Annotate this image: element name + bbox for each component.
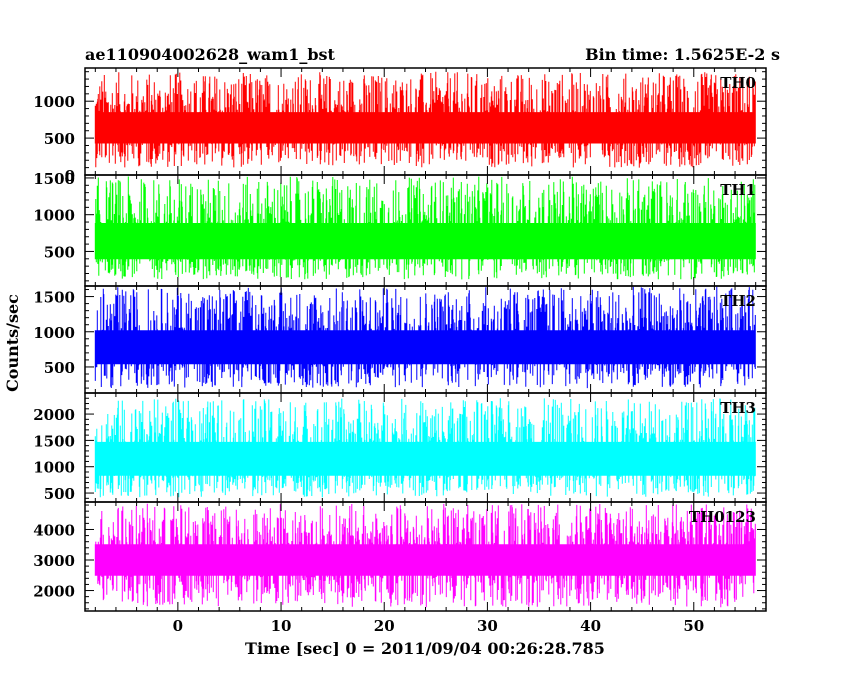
panel-label-th3: TH3 — [720, 399, 756, 417]
y-tick-label: 1500 — [33, 170, 75, 188]
x-tick-label: 20 — [374, 617, 395, 635]
x-axis-label: Time [sec] 0 = 2011/09/04 00:26:28.785 — [245, 639, 605, 658]
y-axis-label: Counts/sec — [3, 294, 22, 392]
panel-th3: 500 1000 1500 2000 TH3 — [33, 392, 767, 503]
series-line-th0123 — [94, 503, 756, 608]
y-tick-label: 500 — [44, 485, 75, 503]
panel-label-th0: TH0 — [720, 74, 756, 92]
panel-label-th2: TH2 — [720, 292, 756, 310]
y-tick-label: 500 — [44, 359, 75, 377]
y-tick-label: 1500 — [33, 432, 75, 450]
x-tick-label: 10 — [271, 617, 292, 635]
y-tick-label: 1000 — [33, 459, 75, 477]
x-tick-label: 0 — [173, 617, 183, 635]
series-line-th1 — [94, 176, 756, 280]
y-tick-label: 1000 — [33, 93, 75, 111]
series-line-th3 — [94, 398, 756, 498]
y-tick-label: 1000 — [33, 324, 75, 342]
y-tick-label: 0 — [65, 167, 75, 185]
panel-label-th0123: TH0123 — [689, 508, 756, 526]
panel-label-th1: TH1 — [720, 181, 756, 199]
x-tick-label: 30 — [477, 617, 498, 635]
panel-th0: 0 500 1000 TH0 — [33, 67, 767, 185]
y-tick-label: 500 — [44, 243, 75, 261]
y-tick-label: 3000 — [33, 552, 75, 570]
y-tick-label: 500 — [44, 130, 75, 148]
panel-th0123: 2000 3000 4000 TH0123 — [33, 501, 767, 612]
bin-time-label: Bin time: 1.5625E-2 s — [585, 45, 780, 64]
y-tick-label: 4000 — [33, 521, 75, 539]
y-tick-label: 1000 — [33, 207, 75, 225]
panel-th2: 500 1000 1500 TH2 — [33, 285, 767, 394]
series-line-th2 — [94, 286, 756, 389]
figure-title: ae110904002628_wam1_bst — [85, 45, 336, 64]
x-tick-label: 40 — [580, 617, 601, 635]
y-tick-label: 2000 — [33, 406, 75, 424]
series-line-th0 — [94, 71, 756, 168]
panel-th1: 500 1000 1500 TH1 — [33, 170, 767, 287]
x-tick-label: 50 — [683, 617, 704, 635]
y-tick-label: 1500 — [33, 289, 75, 307]
y-tick-label: 2000 — [33, 583, 75, 601]
